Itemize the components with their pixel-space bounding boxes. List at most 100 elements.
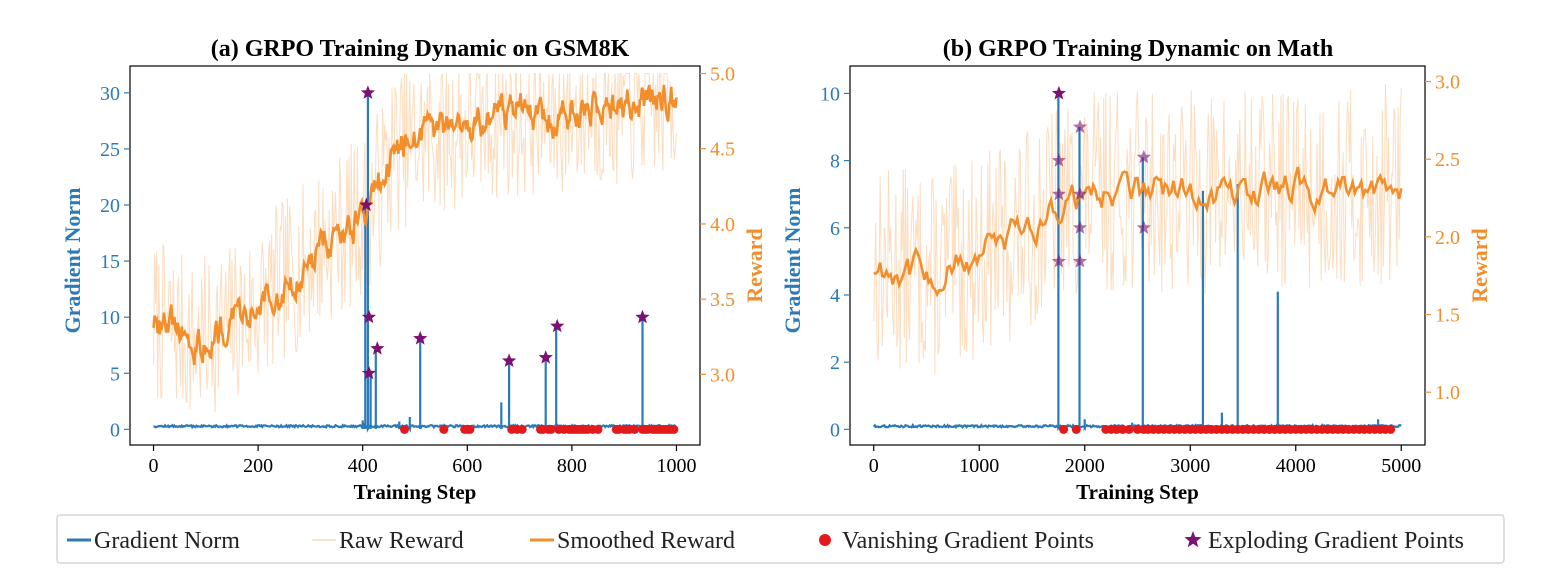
y-tick-label: 0 bbox=[110, 419, 120, 441]
vanishing-point bbox=[1118, 424, 1128, 434]
legend-item: Smoothed Reward bbox=[530, 528, 735, 554]
legend-label: Smoothed Reward bbox=[557, 528, 735, 554]
plot-frame bbox=[129, 65, 701, 446]
vanishing-point bbox=[439, 424, 449, 434]
x-tick-label: 400 bbox=[348, 455, 378, 477]
y-tick-label: 20 bbox=[100, 195, 120, 217]
exploding-point bbox=[413, 331, 428, 345]
vanishing-point bbox=[1071, 424, 1081, 434]
y-tick-label: 6 bbox=[830, 218, 840, 240]
exploding-point bbox=[1072, 220, 1088, 234]
exploding-point bbox=[1051, 253, 1066, 268]
exploding-point bbox=[1136, 220, 1151, 234]
chart-panel-2: 0 1000 2000 3000 4000 5000 0 2 4 6 8 10 1.0 1.5 2.0 2.5… bbox=[780, 36, 1492, 504]
plot-frame bbox=[849, 65, 1426, 446]
exploding-point bbox=[360, 85, 376, 99]
y-axis-label: Gradient Norm bbox=[780, 187, 805, 333]
exploding-point bbox=[538, 350, 553, 364]
exploding-point bbox=[361, 365, 377, 380]
x-axis-label: Training Step bbox=[354, 480, 477, 504]
y-axis-label: Gradient Norm bbox=[60, 187, 85, 333]
x-tick-label: 1000 bbox=[656, 455, 696, 477]
y-right-tick-label: 1.0 bbox=[1435, 382, 1460, 404]
y-tick-label: 30 bbox=[100, 83, 120, 105]
y-tick-label: 4 bbox=[830, 285, 840, 307]
x-tick-label: 600 bbox=[452, 455, 482, 477]
y-right-tick-label: 4.5 bbox=[710, 139, 735, 161]
exploding-point bbox=[1072, 253, 1088, 268]
x-tick-label: 2000 bbox=[1065, 455, 1105, 477]
y-right-tick-label: 3.0 bbox=[1435, 72, 1460, 94]
legend-swatch bbox=[1184, 531, 1202, 548]
smoothed-reward-series bbox=[152, 84, 678, 366]
x-tick-label: 4000 bbox=[1276, 455, 1316, 477]
y-right-tick-label: 4.0 bbox=[710, 214, 735, 236]
exploding-point bbox=[370, 341, 385, 355]
x-axis-label: Training Step bbox=[1076, 480, 1199, 504]
vanishing-point bbox=[465, 424, 475, 434]
vanishing-point bbox=[1386, 424, 1396, 434]
chart-title: (b) GRPO Training Dynamic on Math bbox=[943, 36, 1333, 62]
y-tick-label: 15 bbox=[100, 251, 120, 273]
y-tick-label: 10 bbox=[820, 83, 840, 105]
legend-swatch bbox=[819, 534, 831, 546]
exploding-point bbox=[1051, 85, 1066, 100]
exploding-point bbox=[361, 309, 377, 324]
vanishing-point bbox=[400, 424, 409, 434]
exploding-point bbox=[1051, 153, 1066, 167]
plot-area bbox=[152, 73, 679, 434]
exploding-point bbox=[1136, 149, 1151, 164]
y-right-tick-label: 5.0 bbox=[710, 64, 735, 86]
exploding-point bbox=[1072, 119, 1088, 134]
y-right-tick-label: 2.0 bbox=[1435, 227, 1460, 249]
legend-item: Raw Reward bbox=[312, 528, 464, 554]
exploding-point bbox=[1051, 186, 1066, 201]
legend-item: Exploding Gradient Points bbox=[1184, 528, 1464, 554]
chart-title: (a) GRPO Training Dynamic on GSM8K bbox=[211, 36, 630, 62]
vanishing-point bbox=[593, 424, 603, 434]
vanishing-point bbox=[1059, 424, 1069, 434]
legend-frame bbox=[56, 514, 1505, 564]
x-tick-label: 1000 bbox=[959, 455, 999, 477]
vanishing-point bbox=[630, 424, 640, 434]
x-tick-label: 0 bbox=[149, 455, 159, 477]
exploding-point bbox=[550, 318, 565, 333]
y-right-axis-label: Reward bbox=[1467, 228, 1492, 303]
legend-label: Raw Reward bbox=[339, 528, 464, 554]
exploding-point bbox=[502, 353, 517, 367]
y-tick-label: 2 bbox=[830, 352, 840, 374]
vanishing-point bbox=[546, 424, 556, 434]
smoothed-reward-series bbox=[873, 166, 1403, 298]
x-tick-label: 800 bbox=[557, 455, 587, 477]
x-tick-label: 3000 bbox=[1170, 455, 1210, 477]
legend-label: Vanishing Gradient Points bbox=[842, 528, 1094, 554]
x-tick-label: 0 bbox=[869, 455, 879, 477]
legend-label: Gradient Norm bbox=[94, 528, 240, 554]
x-tick-label: 5000 bbox=[1381, 455, 1421, 477]
y-tick-label: 0 bbox=[830, 419, 840, 441]
exploding-point bbox=[1072, 186, 1088, 201]
raw-reward-series bbox=[873, 84, 1402, 376]
legend-item: Vanishing Gradient Points bbox=[819, 528, 1094, 554]
y-right-tick-label: 2.5 bbox=[1435, 149, 1460, 171]
y-tick-label: 5 bbox=[110, 363, 120, 385]
vanishing-point bbox=[669, 424, 679, 434]
vanishing-point bbox=[1133, 424, 1142, 434]
vanishing-point bbox=[1124, 424, 1134, 434]
y-right-axis-label: Reward bbox=[742, 228, 767, 303]
y-right-tick-label: 3.0 bbox=[710, 364, 735, 386]
x-tick-label: 200 bbox=[243, 455, 273, 477]
plot-area bbox=[872, 84, 1403, 434]
exploding-point bbox=[359, 197, 374, 212]
y-right-tick-label: 1.5 bbox=[1435, 305, 1460, 327]
exploding-point bbox=[635, 309, 650, 324]
legend-label: Exploding Gradient Points bbox=[1208, 528, 1464, 554]
raw-reward-series bbox=[153, 73, 677, 413]
vanishing-point bbox=[1111, 424, 1121, 434]
chart-panel-1: 0 200 400 600 800 1000 0 5 10 15 20 25 30 3.0 3.5 4.0 4.… bbox=[60, 36, 767, 504]
legend-item: Gradient Norm bbox=[67, 528, 240, 554]
y-tick-label: 10 bbox=[100, 307, 120, 329]
legend: Gradient Norm Raw Reward Smoothed Reward Va… bbox=[56, 514, 1505, 564]
y-tick-label: 25 bbox=[100, 139, 120, 161]
